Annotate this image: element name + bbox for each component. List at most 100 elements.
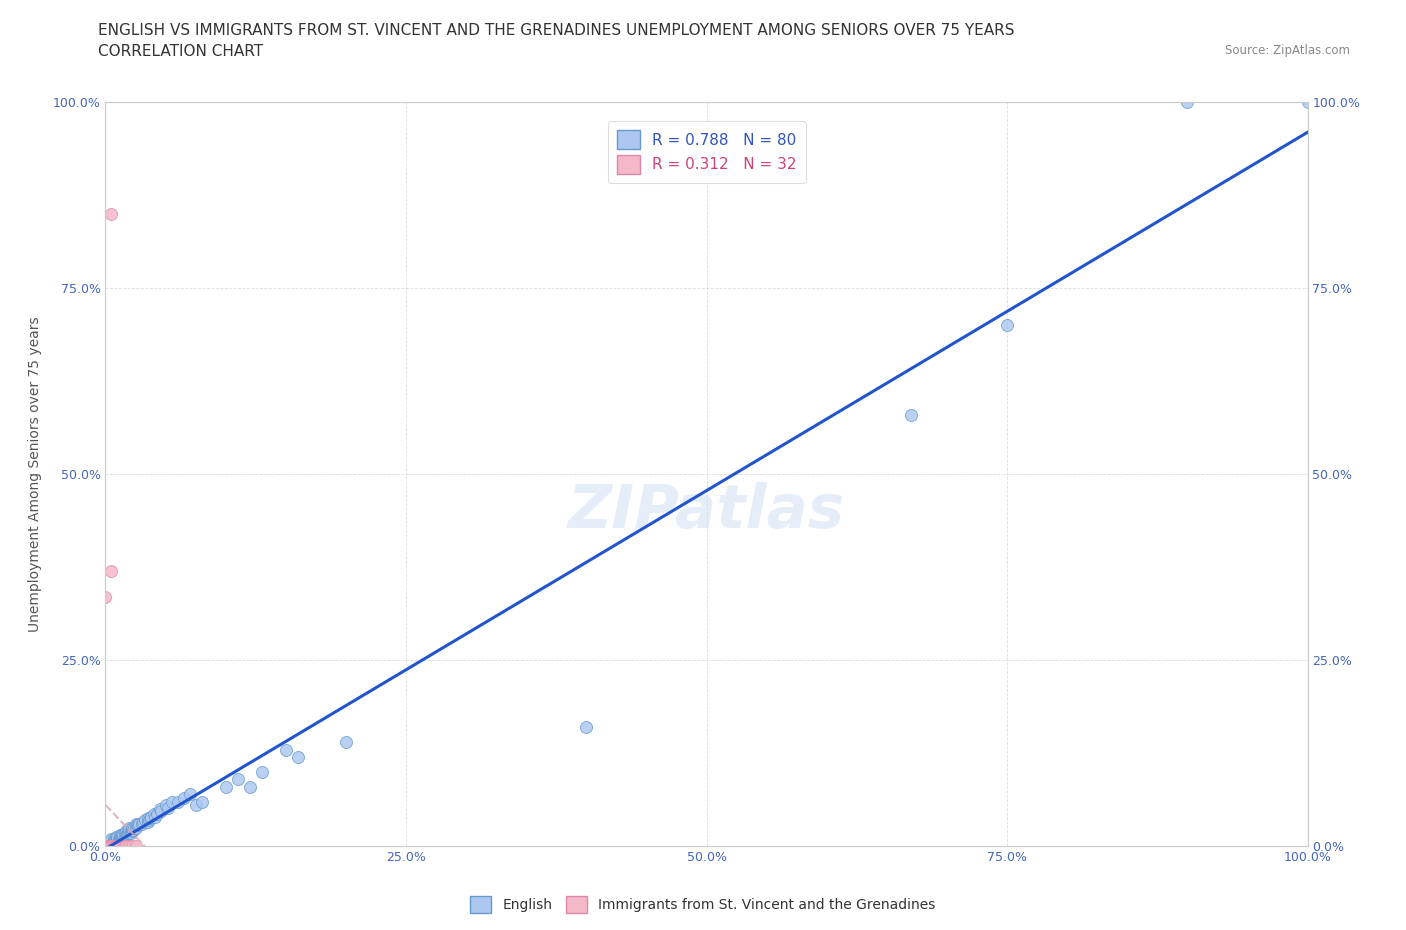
Point (214, 779, 236, 794)
Point (100, 833, 122, 848)
Point (107, 831, 129, 846)
Point (134, 813, 156, 828)
Point (118, 824, 141, 839)
Point (149, 804, 172, 818)
Point (287, 750, 309, 764)
Point (148, 802, 170, 817)
Point (115, 828, 138, 843)
Point (143, 809, 166, 824)
Point (94, 839, 117, 854)
Point (108, 828, 131, 843)
Point (139, 811, 162, 826)
Legend: R = 0.788   N = 80, R = 0.312   N = 32: R = 0.788 N = 80, R = 0.312 N = 32 (607, 121, 806, 183)
Point (115, 826, 138, 841)
Point (120, 826, 142, 841)
Text: CORRELATION CHART: CORRELATION CHART (98, 44, 263, 59)
Point (1175, 95, 1198, 110)
Point (156, 800, 179, 815)
Point (107, 830, 129, 844)
Point (98, 839, 121, 854)
Point (111, 830, 134, 844)
Point (103, 833, 125, 848)
Point (121, 824, 143, 839)
Point (184, 798, 207, 813)
Point (100, 839, 122, 854)
Point (239, 779, 262, 794)
Legend: English, Immigrants from St. Vincent and the Grenadines: English, Immigrants from St. Vincent and… (465, 890, 941, 919)
Point (107, 839, 129, 854)
Point (132, 815, 155, 830)
Point (107, 835, 129, 850)
Point (105, 830, 128, 844)
Point (94, 839, 117, 854)
Point (100, 564, 122, 578)
Point (105, 839, 128, 854)
Point (124, 820, 146, 835)
Text: ZIPatlas: ZIPatlas (568, 482, 845, 541)
Point (98, 839, 121, 854)
Point (107, 831, 129, 846)
Point (94, 839, 117, 854)
Point (118, 839, 141, 854)
Point (107, 833, 129, 848)
Point (110, 831, 132, 846)
Point (108, 831, 131, 846)
Point (94, 839, 117, 854)
Text: Source: ZipAtlas.com: Source: ZipAtlas.com (1225, 44, 1350, 57)
Point (108, 839, 131, 854)
Point (1296, 95, 1319, 110)
Point (117, 822, 139, 837)
Point (94, 839, 117, 854)
Point (173, 790, 195, 805)
Point (995, 318, 1018, 333)
Point (107, 833, 129, 848)
Point (110, 830, 132, 844)
Point (104, 839, 127, 854)
Point (127, 818, 149, 833)
Point (900, 407, 922, 422)
Point (114, 839, 136, 854)
Point (94, 839, 117, 854)
Point (112, 831, 135, 846)
Point (94, 839, 117, 854)
Point (112, 828, 135, 843)
Point (94, 839, 117, 854)
Point (94, 839, 117, 854)
Point (111, 828, 134, 843)
Point (146, 807, 169, 822)
Point (98, 839, 121, 854)
Point (122, 822, 145, 837)
Point (124, 839, 146, 854)
Point (103, 835, 125, 850)
Point (190, 794, 212, 809)
Point (335, 735, 357, 750)
Point (250, 764, 273, 779)
Point (94, 839, 117, 854)
Point (125, 818, 148, 833)
Point (120, 822, 142, 837)
Point (118, 820, 141, 835)
Point (131, 817, 153, 831)
Point (160, 794, 183, 809)
Point (100, 835, 122, 850)
Y-axis label: Unemployment Among Seniors over 75 years: Unemployment Among Seniors over 75 years (28, 316, 42, 632)
Point (94, 839, 117, 854)
Point (121, 820, 143, 835)
Point (94, 839, 117, 854)
Point (179, 787, 201, 802)
Point (110, 828, 132, 843)
Point (94, 839, 117, 854)
Point (112, 839, 135, 854)
Point (124, 817, 146, 831)
Point (94, 590, 117, 604)
Point (121, 839, 143, 854)
Point (100, 206, 122, 221)
Point (115, 828, 138, 843)
Point (128, 817, 150, 831)
Point (103, 831, 125, 846)
Point (114, 830, 136, 844)
Point (115, 824, 138, 839)
Point (104, 833, 127, 848)
Point (226, 772, 249, 787)
Point (103, 839, 125, 854)
